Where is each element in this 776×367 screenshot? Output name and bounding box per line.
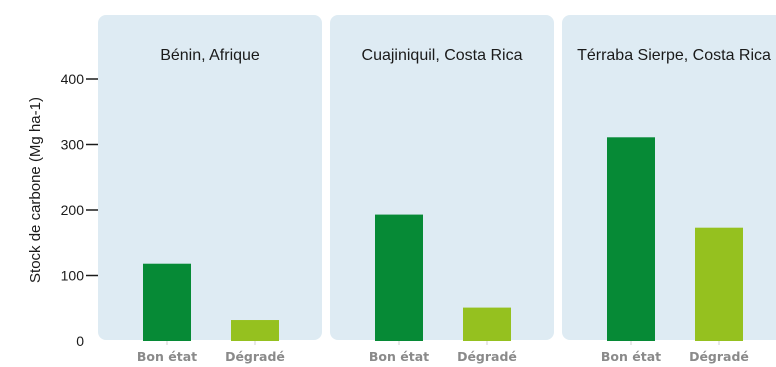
y-axis-label: Stock de carbone (Mg ha-1): [27, 97, 44, 283]
x-tick-label: Bon état: [137, 349, 197, 364]
panel-background: [98, 15, 322, 340]
x-tick-label: Dégradé: [225, 349, 285, 364]
chart-panel: Térraba Sierpe, Costa Rica Bon état Dégrad…: [562, 15, 776, 364]
x-tick-label: Bon état: [601, 349, 661, 364]
bar: [695, 227, 743, 341]
panel-title: Bénin, Afrique: [160, 47, 260, 64]
chart-panel: Cuajiniquil, Costa Rica Bon état Dégradé: [330, 15, 554, 364]
bar: [607, 137, 655, 341]
x-tick-label: Dégradé: [689, 349, 749, 364]
y-tick-label: 200: [61, 202, 85, 218]
y-tick-label: 400: [61, 71, 85, 87]
bar: [375, 214, 423, 341]
panel-title: Térraba Sierpe, Costa Rica: [577, 47, 771, 64]
x-tick-label: Dégradé: [457, 349, 517, 364]
bar: [143, 263, 191, 341]
chart-panel: Bénin, Afrique Bon état Dégradé: [98, 15, 322, 364]
bar: [463, 307, 511, 341]
y-axis: 0 100 200 300 400: [61, 71, 98, 349]
y-tick-label: 300: [61, 137, 85, 153]
panel-title: Cuajiniquil, Costa Rica: [362, 47, 523, 64]
y-tick-label: 100: [61, 268, 85, 284]
bar: [231, 320, 279, 341]
y-tick-label: 0: [76, 333, 84, 349]
x-tick-label: Bon état: [369, 349, 429, 364]
